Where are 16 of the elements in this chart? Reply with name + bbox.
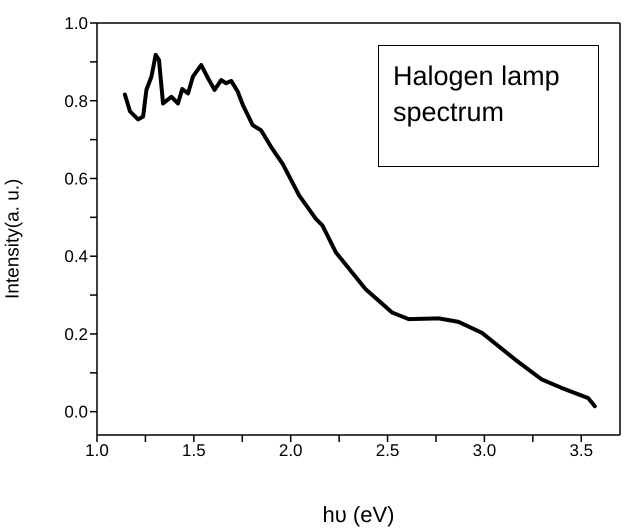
y-tick-label: 0.4 [64, 247, 88, 266]
y-tick-label: 1.0 [64, 14, 88, 34]
x-tick-label: 1.5 [182, 441, 206, 460]
x-axis-title: hυ (eV) [322, 502, 394, 527]
line-series [122, 52, 597, 408]
x-tick-label: 3.0 [472, 441, 496, 460]
y-tick-label: 0.8 [64, 92, 88, 111]
y-tick-label: 0.2 [64, 324, 88, 344]
x-tick-label: 2.5 [376, 441, 400, 460]
text-box: Halogen lamp spectrum [378, 45, 599, 167]
x-tick-label: 1.0 [85, 441, 109, 460]
y-tick-label: 0.6 [64, 170, 88, 189]
x-tick-label: 3.5 [569, 441, 594, 460]
x-tick-label: 2.0 [278, 441, 303, 460]
y-tick-label: 0.0 [64, 402, 88, 422]
y-axis-title: Intensity(a. u.) [2, 178, 24, 299]
